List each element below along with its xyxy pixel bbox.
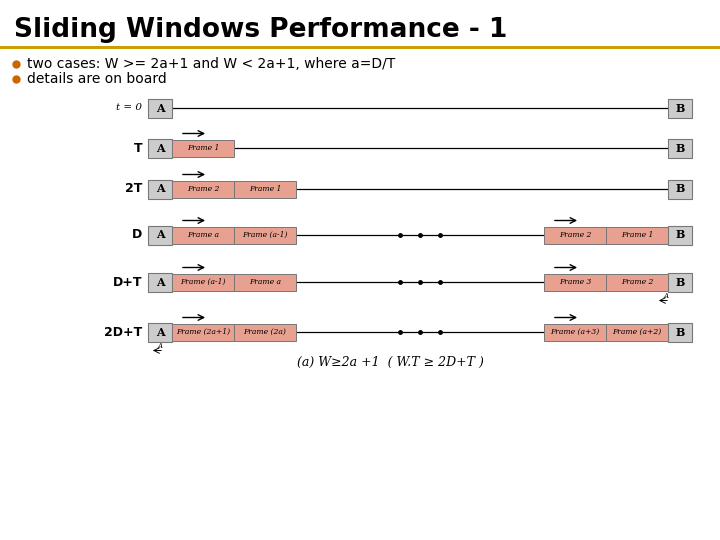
Bar (172, 180, 234, 198)
Bar (606, 273, 668, 291)
Bar (668, 138, 692, 158)
Text: B: B (675, 143, 685, 153)
Text: B: B (675, 327, 685, 338)
Bar (668, 322, 692, 341)
Text: Frame 1: Frame 1 (186, 144, 219, 152)
Text: Frame (2a): Frame (2a) (243, 328, 287, 336)
Bar (148, 226, 172, 245)
Bar (234, 323, 296, 341)
Text: t = 0: t = 0 (116, 104, 142, 112)
Text: Frame 2: Frame 2 (559, 231, 591, 239)
Text: Frame (2a+1): Frame (2a+1) (176, 328, 230, 336)
Text: Frame a: Frame a (187, 231, 219, 239)
Text: B: B (675, 103, 685, 113)
Text: (a) W≥2a +1  ( W.T ≥ 2D+T ): (a) W≥2a +1 ( W.T ≥ 2D+T ) (297, 355, 483, 368)
Text: A: A (156, 230, 164, 240)
Text: T: T (133, 141, 142, 154)
Bar (0, 46, 720, 49)
Text: Sliding Windows Performance - 1: Sliding Windows Performance - 1 (14, 17, 508, 43)
Bar (544, 323, 606, 341)
Text: Frame 1: Frame 1 (249, 185, 282, 193)
Bar (172, 323, 234, 341)
Text: A: A (664, 292, 668, 300)
Bar (668, 179, 692, 199)
Bar (172, 226, 234, 244)
Text: A: A (156, 103, 164, 113)
Text: B: B (675, 230, 685, 240)
Bar (544, 226, 606, 244)
Bar (606, 323, 668, 341)
Text: Frame a: Frame a (249, 278, 281, 286)
Text: A: A (158, 341, 163, 349)
Text: 2D+T: 2D+T (104, 326, 142, 339)
Text: A: A (156, 184, 164, 194)
Text: B: B (675, 276, 685, 287)
Bar (148, 322, 172, 341)
Text: A: A (156, 327, 164, 338)
Bar (234, 180, 296, 198)
Bar (148, 273, 172, 292)
Text: details are on board: details are on board (27, 72, 167, 86)
Bar (172, 139, 234, 157)
Text: Frame 2: Frame 2 (621, 278, 653, 286)
Bar (148, 98, 172, 118)
Text: A: A (156, 143, 164, 153)
Bar (668, 98, 692, 118)
Text: Frame 2: Frame 2 (186, 185, 219, 193)
Bar (668, 273, 692, 292)
Bar (668, 226, 692, 245)
Text: Frame 3: Frame 3 (559, 278, 591, 286)
Bar (234, 273, 296, 291)
Bar (148, 179, 172, 199)
Bar (234, 226, 296, 244)
Text: Frame (a+3): Frame (a+3) (550, 328, 600, 336)
Text: 2T: 2T (125, 183, 142, 195)
Text: Frame (a-1): Frame (a-1) (180, 278, 226, 286)
Bar (172, 273, 234, 291)
Text: Frame (a+2): Frame (a+2) (613, 328, 662, 336)
Bar (148, 138, 172, 158)
Text: B: B (675, 184, 685, 194)
Bar (606, 226, 668, 244)
Bar (544, 273, 606, 291)
Text: Frame (a-1): Frame (a-1) (242, 231, 288, 239)
Text: D: D (132, 228, 142, 241)
Text: Frame 1: Frame 1 (621, 231, 653, 239)
Text: two cases: W >= 2a+1 and W < 2a+1, where a=D/T: two cases: W >= 2a+1 and W < 2a+1, where… (27, 57, 395, 71)
Text: D+T: D+T (112, 275, 142, 288)
Text: A: A (156, 276, 164, 287)
